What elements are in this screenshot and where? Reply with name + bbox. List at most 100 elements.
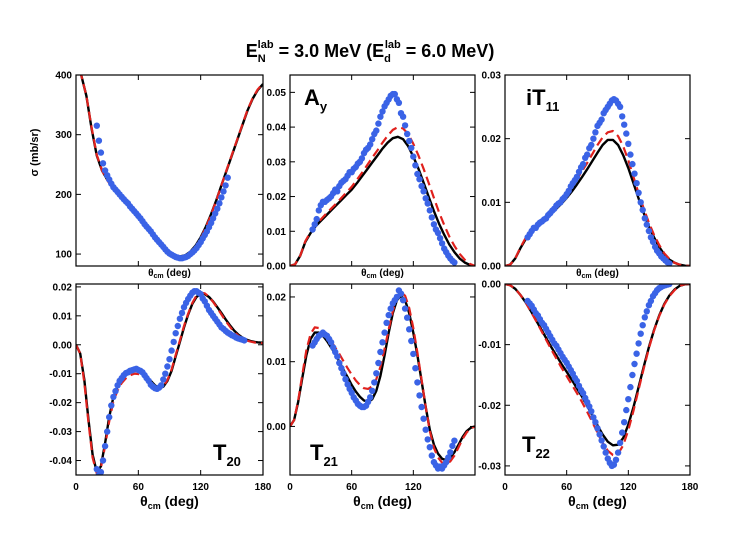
data-point xyxy=(414,379,421,386)
y-tick-label: 0.00 xyxy=(267,262,287,273)
plot-area-T20 xyxy=(76,288,263,475)
data-point xyxy=(104,428,111,435)
data-point xyxy=(369,136,376,143)
series-points-sigma xyxy=(93,122,231,262)
panel-label-iT11: iT11 xyxy=(526,85,559,114)
y-tick-label: 0.01 xyxy=(482,198,502,209)
data-point xyxy=(625,140,632,147)
y-tick-label: 0.02 xyxy=(267,292,287,303)
data-point xyxy=(422,426,429,433)
data-point xyxy=(635,189,642,196)
series-line-dashed-sigma xyxy=(80,75,263,260)
data-point xyxy=(426,207,433,214)
axes-frame xyxy=(289,283,476,476)
data-point xyxy=(358,155,366,162)
data-point xyxy=(369,387,376,394)
x-axis-label-unit: (deg) xyxy=(377,268,404,279)
data-point xyxy=(371,379,378,386)
data-point xyxy=(410,350,417,358)
y-tick-label: 0.03 xyxy=(482,71,502,82)
y-tick-label: 0.03 xyxy=(267,157,287,168)
data-point xyxy=(588,408,595,415)
x-tick-label: 0 xyxy=(287,482,293,493)
data-point xyxy=(367,394,374,401)
data-point xyxy=(592,129,599,136)
y-tick-label: 200 xyxy=(55,190,72,201)
x-axis-label-unit: (deg) xyxy=(161,493,199,509)
data-point xyxy=(641,314,648,321)
data-point xyxy=(412,162,419,169)
data-point xyxy=(379,108,386,115)
title-sup2: lab xyxy=(385,39,401,51)
data-point xyxy=(629,160,636,168)
title-part3: = 6.0 MeV) xyxy=(401,41,495,61)
data-point xyxy=(623,406,630,414)
data-point xyxy=(375,359,382,367)
y-tick-label: 0.02 xyxy=(267,192,287,203)
y-tick-label: 0.00 xyxy=(267,422,287,433)
x-axis-label: θcm (deg) xyxy=(140,493,199,511)
x-axis-label-main: θ xyxy=(568,493,576,509)
data-point xyxy=(406,326,413,333)
data-point xyxy=(101,167,109,174)
y-axis-label: σ (mb/sr) xyxy=(29,128,41,176)
axes-frame xyxy=(75,74,264,267)
panel-label-T22: T22 xyxy=(522,432,550,461)
data-point xyxy=(399,113,407,120)
y-tick-label: 0.01 xyxy=(53,311,73,322)
data-point xyxy=(387,305,394,312)
data-point xyxy=(334,188,341,195)
data-point xyxy=(610,461,618,468)
data-point xyxy=(600,443,607,450)
data-point xyxy=(666,260,673,266)
data-point xyxy=(160,376,167,383)
x-axis-label-main: θ xyxy=(148,268,153,279)
plot-area-T22 xyxy=(505,284,690,470)
data-point xyxy=(158,382,165,389)
y-tick-label: 400 xyxy=(55,71,72,82)
data-point xyxy=(639,206,646,214)
data-point xyxy=(406,137,413,145)
data-point xyxy=(592,419,599,426)
data-point xyxy=(594,425,601,432)
x-axis-label-sub: cm xyxy=(148,501,161,511)
data-point xyxy=(399,297,407,304)
panel-label-sub: 21 xyxy=(323,454,337,469)
data-point xyxy=(224,174,231,181)
series-points-T21 xyxy=(309,287,458,472)
data-point xyxy=(112,387,119,395)
data-point xyxy=(209,215,217,222)
x-axis-label-sub: cm xyxy=(154,273,164,280)
data-point xyxy=(212,210,219,217)
data-point xyxy=(619,113,626,120)
data-point xyxy=(395,99,403,107)
panel-sigma: 100 200 300 400 θcm (deg) σ (mb/sr) xyxy=(29,71,264,280)
data-point xyxy=(377,348,384,356)
data-point xyxy=(637,199,644,206)
data-point xyxy=(340,370,347,377)
data-point xyxy=(367,141,374,148)
plot-area-Ay xyxy=(290,90,475,266)
data-point xyxy=(579,160,587,168)
title-part2: = 3.0 MeV (E xyxy=(274,41,385,61)
y-tick-label: -0.04 xyxy=(49,456,72,467)
x-axis-label-main: θ xyxy=(140,493,148,509)
data-point xyxy=(172,330,179,337)
data-point xyxy=(178,309,186,317)
data-point xyxy=(162,370,169,377)
data-point xyxy=(99,160,107,167)
y-tick-label: -0.02 xyxy=(49,398,72,409)
data-point xyxy=(666,284,673,288)
x-axis-label-unit: (deg) xyxy=(374,493,412,509)
data-point xyxy=(391,90,398,98)
data-point xyxy=(97,149,105,156)
data-point xyxy=(315,207,322,214)
data-point xyxy=(93,122,101,129)
x-axis-label-sub: cm xyxy=(576,501,589,511)
data-point xyxy=(612,456,620,463)
data-point xyxy=(418,403,425,411)
data-point xyxy=(334,353,341,360)
panel-label-main: A xyxy=(304,85,320,110)
data-point xyxy=(598,437,605,444)
x-axis-label-sub: cm xyxy=(367,273,377,280)
